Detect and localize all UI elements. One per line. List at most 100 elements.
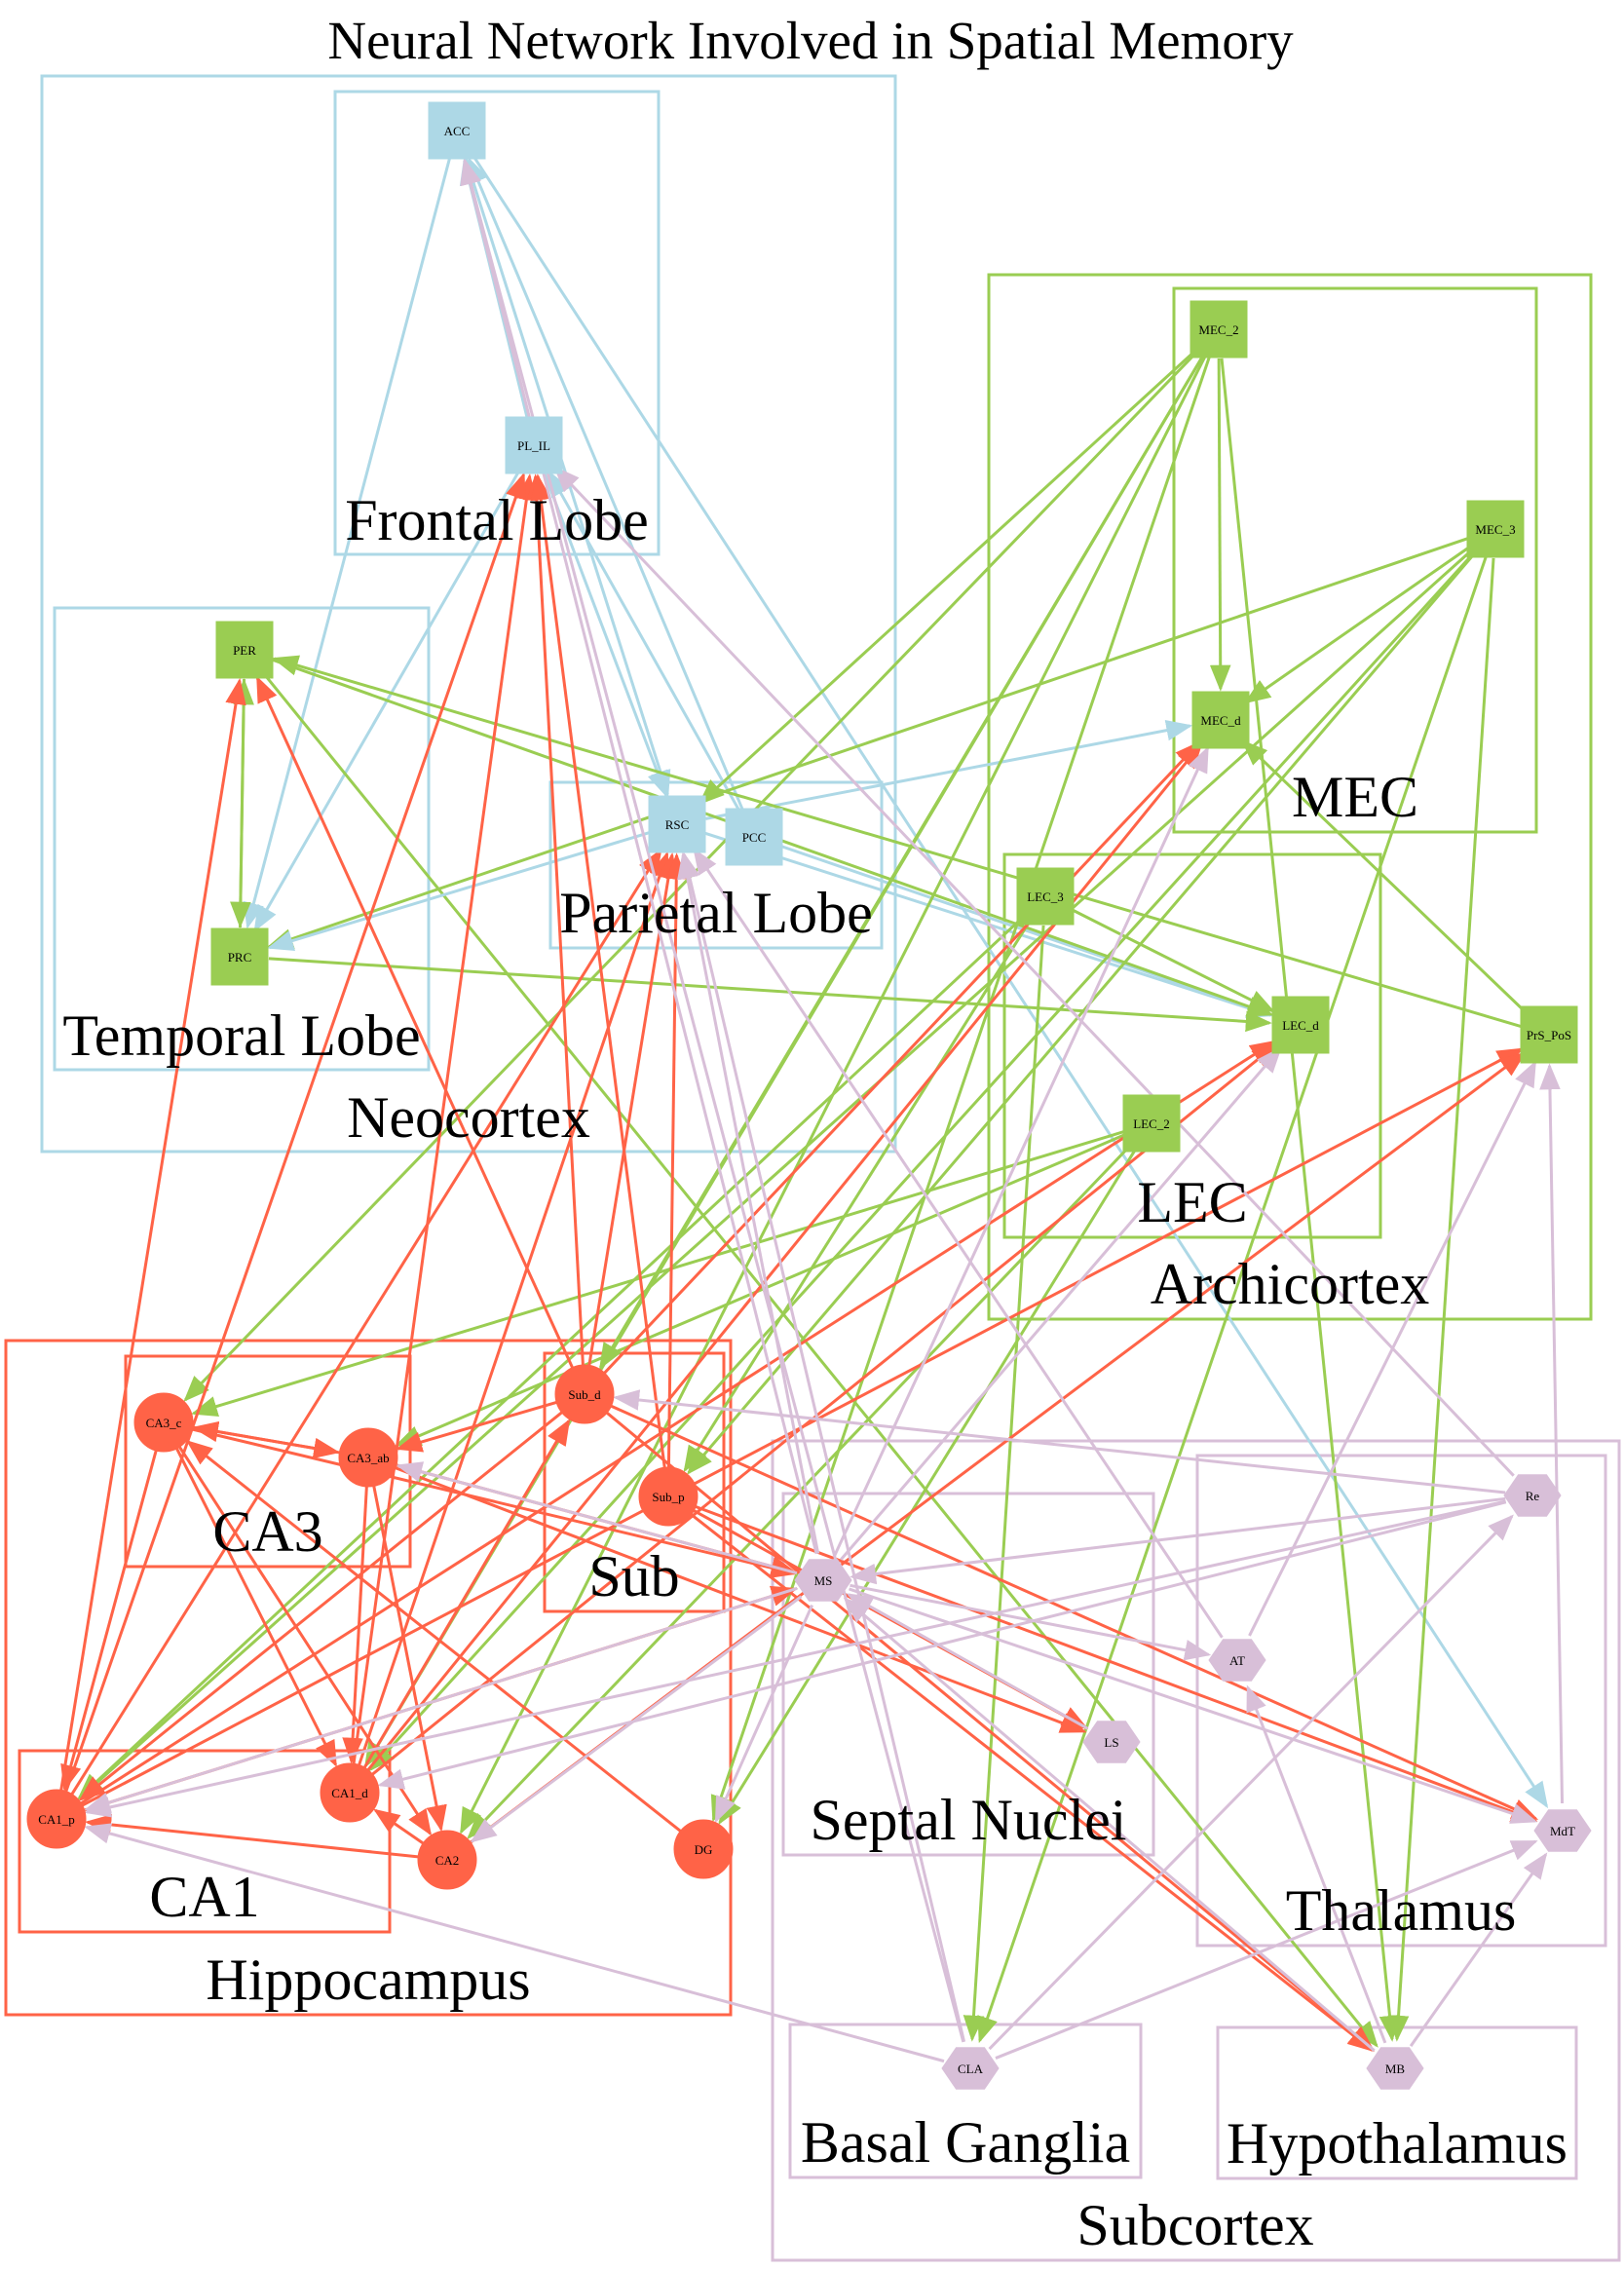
edge-mec_2-to-rsc	[698, 348, 1198, 806]
node-lec_3[interactable]: LEC_3	[1016, 867, 1075, 926]
edge-lec_2-to-ca3_ab	[394, 1133, 1125, 1447]
edge-ca1_p-to-rsc	[70, 848, 662, 1796]
edge-re-to-ca1_d	[377, 1500, 1507, 1790]
cluster-lec-frame	[1002, 852, 1382, 1239]
node-mec_3[interactable]: MEC_3	[1466, 500, 1525, 558]
node-mec_2[interactable]: MEC_2	[1190, 300, 1248, 359]
edge-ms-to-mdt	[849, 1587, 1538, 1824]
edge-sub_p-to-mdt	[695, 1505, 1538, 1823]
node-ca3_ab-label: CA3_ab	[347, 1451, 389, 1465]
node-lec_d-label: LEC_d	[1282, 1018, 1319, 1033]
node-mb[interactable]: MB	[1366, 2047, 1424, 2090]
node-prc-shape	[210, 927, 269, 986]
node-mb-label: MB	[1385, 2062, 1406, 2076]
node-prs_pos[interactable]: PrS_PoS	[1520, 1005, 1578, 1064]
edge-mb-to-ms	[843, 1597, 1376, 2052]
node-lec_d[interactable]: LEC_d	[1271, 996, 1330, 1054]
node-prc[interactable]: PRC	[210, 927, 269, 986]
edge-sub_d-to-ca3_ab	[396, 1400, 557, 1453]
edge-mec_3-to-mec_d	[1244, 544, 1473, 704]
node-ca1_p[interactable]: CA1_p	[26, 1789, 87, 1849]
node-ms-label: MS	[814, 1573, 833, 1588]
node-lec_2[interactable]: LEC_2	[1122, 1094, 1181, 1153]
edge-lec_3-to-sub_p	[683, 920, 1032, 1473]
node-cla-shape	[941, 2047, 1000, 2090]
node-sub_d[interactable]: Sub_d	[554, 1364, 615, 1424]
node-prc-label: PRC	[228, 950, 252, 965]
edge-ms-to-mec_d	[833, 745, 1209, 1557]
node-acc[interactable]: ACC	[428, 101, 486, 160]
edge-sub_d-to-per	[255, 675, 574, 1369]
edge-ca2-to-ca1_p	[85, 1814, 419, 1859]
node-ca1_p-label: CA1_p	[38, 1812, 75, 1827]
node-ca1_d-shape	[320, 1762, 380, 1823]
node-dg[interactable]: DG	[673, 1819, 734, 1879]
edge-mec_2-to-mb	[1220, 358, 1401, 2042]
node-rsc[interactable]: RSC	[648, 795, 706, 853]
edge-cla-to-mdt	[995, 1839, 1538, 2060]
node-at-shape	[1208, 1639, 1266, 1682]
edge-mb-to-mdt	[1409, 1852, 1548, 2047]
node-ca3_ab-shape	[338, 1427, 398, 1488]
cluster-septal-nuclei-frame	[781, 1492, 1155, 1857]
cluster-label-sub: Sub	[588, 1544, 679, 1608]
node-pcc-label: PCC	[742, 830, 767, 845]
cluster-label-septal-nuclei: Septal Nuclei	[811, 1788, 1127, 1852]
node-at[interactable]: AT	[1208, 1639, 1266, 1682]
node-cla[interactable]: CLA	[941, 2047, 1000, 2090]
edge-mb-to-at	[1246, 1684, 1387, 2044]
cluster-label-basal-ganglia: Basal Ganglia	[801, 2110, 1130, 2175]
edge-per-to-mb	[261, 671, 1379, 2048]
node-ca2[interactable]: CA2	[417, 1830, 477, 1890]
cluster-frames	[4, 74, 1621, 2262]
diagram-title: Neural Network Involved in Spatial Memor…	[327, 11, 1294, 70]
edge-sub_p-to-mb	[690, 1513, 1375, 2053]
cluster-label-thalamus: Thalamus	[1286, 1878, 1517, 1943]
edge-ca3_c-to-ms	[191, 1427, 798, 1578]
node-layer: ACC PL_IL PER PRC RSC PCC MEC_2 MEC_3 MEC_d LEC_3…	[26, 101, 1592, 2090]
node-ca3_c[interactable]: CA3_c	[133, 1392, 194, 1453]
cluster-label-lec: LEC	[1137, 1170, 1247, 1234]
cluster-label-hippocampus: Hippocampus	[206, 1948, 530, 2012]
cluster-labels: Frontal Lobe Temporal Lobe Parietal Lobe…	[62, 488, 1567, 2257]
node-ca1_d[interactable]: CA1_d	[320, 1762, 380, 1823]
node-lec_3-shape	[1016, 867, 1075, 926]
cluster-label-parietal-lobe: Parietal Lobe	[559, 881, 873, 945]
cluster-label-temporal-lobe: Temporal Lobe	[62, 1003, 420, 1068]
cluster-ca1-frame	[18, 1749, 392, 1934]
cluster-thalamus-frame	[1195, 1454, 1607, 1948]
edge-lec_2-to-dg	[718, 1147, 1138, 1826]
node-ms[interactable]: MS	[794, 1559, 852, 1602]
node-ca3_ab[interactable]: CA3_ab	[338, 1427, 398, 1488]
edge-at-to-prs_pos	[1248, 1060, 1537, 1637]
node-ls[interactable]: LS	[1082, 1721, 1141, 1763]
cluster-label-mec: MEC	[1292, 765, 1418, 829]
node-rsc-shape	[648, 795, 706, 853]
node-pl_il[interactable]: PL_IL	[505, 416, 563, 474]
edge-sub_d-to-mb	[606, 1412, 1376, 2052]
node-re[interactable]: Re	[1503, 1474, 1562, 1517]
edge-lec_3-to-ca1_p	[77, 915, 1026, 1800]
node-mdt[interactable]: MdT	[1533, 1809, 1592, 1852]
node-pcc[interactable]: PCC	[725, 808, 783, 866]
node-mec_d[interactable]: MEC_d	[1191, 691, 1250, 749]
edge-ca3_c-to-ca1_d	[175, 1448, 337, 1767]
edge-pcc-to-acc	[468, 157, 744, 811]
cluster-frontal-lobe-frame	[333, 90, 661, 556]
node-pl_il-label: PL_IL	[517, 438, 550, 453]
cluster-subcortex-frame	[771, 1439, 1621, 2262]
edge-re-to-ms	[850, 1496, 1506, 1585]
node-sub_p[interactable]: Sub_p	[638, 1466, 699, 1527]
node-ca1_p-shape	[26, 1789, 87, 1849]
node-cla-label: CLA	[958, 2062, 984, 2076]
cluster-label-archicortex: Archicortex	[1151, 1252, 1430, 1316]
edge-cla-to-ca1_p	[84, 1823, 945, 2063]
node-lec_2-shape	[1122, 1094, 1181, 1153]
edge-ca1_p-to-per	[59, 677, 246, 1791]
node-sub_d-shape	[554, 1364, 615, 1424]
node-mec_2-shape	[1190, 300, 1248, 359]
node-mec_3-label: MEC_3	[1475, 522, 1515, 537]
edge-prs_pos-to-mec_d	[1241, 739, 1530, 1016]
node-per[interactable]: PER	[215, 621, 274, 679]
